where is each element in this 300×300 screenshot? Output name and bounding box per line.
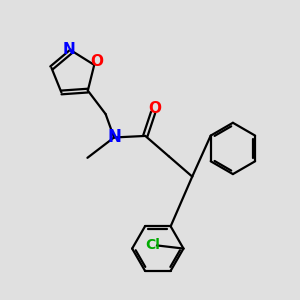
- Text: Cl: Cl: [146, 238, 160, 252]
- Text: N: N: [107, 128, 121, 146]
- Text: N: N: [63, 42, 76, 57]
- Text: O: O: [90, 54, 103, 69]
- Text: O: O: [148, 101, 161, 116]
